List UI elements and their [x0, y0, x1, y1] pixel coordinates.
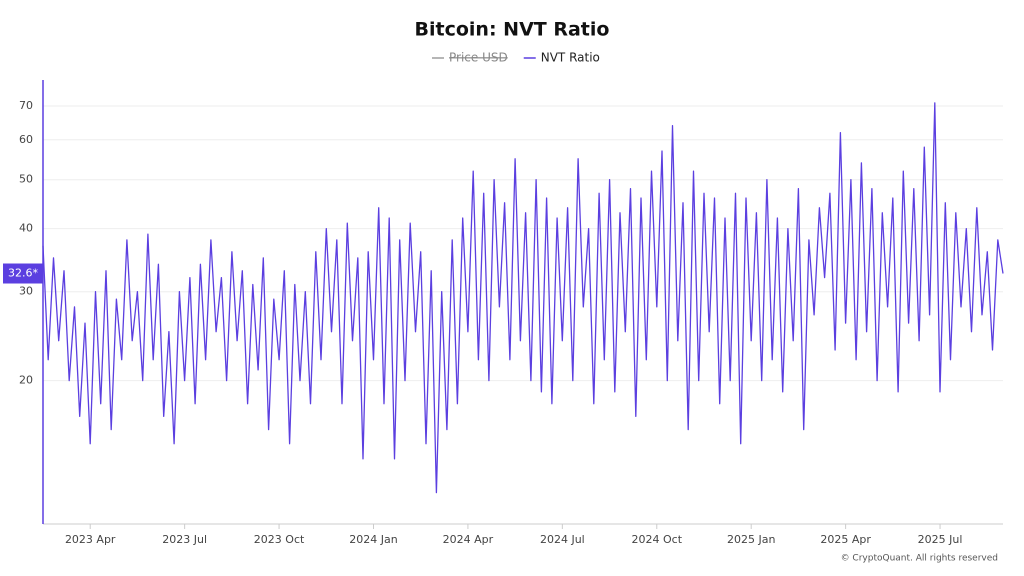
x-tick-label: 2025 Apr — [820, 533, 871, 546]
x-tick-label: 2025 Jan — [727, 533, 775, 546]
x-tick-label: 2024 Jul — [540, 533, 585, 546]
legend-label: NVT Ratio — [541, 51, 600, 65]
chart-title: Bitcoin: NVT Ratio — [415, 19, 610, 41]
legend-label: Price USD — [449, 51, 508, 65]
x-tick-label: 2023 Jul — [162, 533, 207, 546]
y-tick-label: 40 — [19, 222, 33, 235]
nvt-line — [42, 102, 1004, 494]
footer: © CryptoQuant. All rights reserved — [841, 554, 998, 564]
last-value-box — [3, 263, 43, 284]
x-tick-label: 2024 Jan — [349, 533, 397, 546]
x-tick-label: 2024 Oct — [632, 533, 683, 546]
last-value-label: 32.6* — [8, 267, 38, 280]
x-tick-label: 2024 Apr — [443, 533, 494, 546]
legend: Price USD NVT Ratio — [432, 51, 600, 65]
x-tick-label: 2023 Apr — [65, 533, 116, 546]
x-tick-label: 2025 Jul — [918, 533, 963, 546]
y-tick-label: 60 — [19, 133, 33, 146]
y-tick-label: 20 — [19, 374, 33, 387]
y-tick-label: 50 — [19, 173, 33, 186]
y-tick-label: 70 — [19, 99, 33, 112]
y-tick-label: 30 — [19, 285, 33, 298]
x-tick-label: 2023 Oct — [254, 533, 305, 546]
